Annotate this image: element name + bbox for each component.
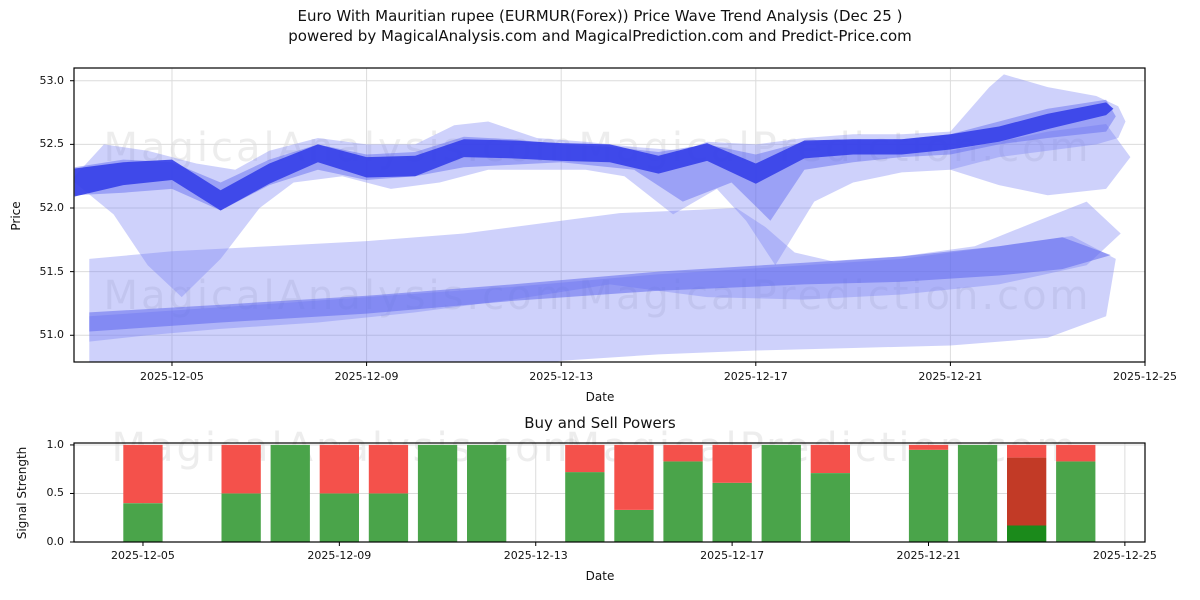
signal-bar-segment-2025-12-05-red [123,444,163,504]
signal-bar-segment-2025-12-16-green [663,461,703,542]
x-tick-label: 2025-12-25 [1113,370,1177,383]
y-tick-label: 0.5 [46,486,65,500]
figure-title: Euro With Mauritian rupee (EURMUR(Forex)… [0,6,1200,46]
x-tick-label: 2025-12-13 [503,549,568,562]
x-tick-label: 2025-12-25 [1092,549,1157,562]
signal-bar-segment-2025-12-17-green [712,482,752,542]
signal-bar-segment-2025-12-14-red [565,444,605,473]
price-band-lower-dark-strip [89,237,1111,332]
figure-title-line2: powered by MagicalAnalysis.com and Magic… [288,27,912,45]
signal-bar-segment-2025-12-07-green [221,493,261,542]
y-tick-label: 0.0 [46,535,65,548]
signal-bar-segment-2025-12-15-green [614,510,654,542]
y-tick-label: 52.0 [39,201,65,214]
signal-bar-segment-2025-12-08-green [270,444,310,542]
signal-bar-segment-2025-12-10-red [368,444,409,494]
x-tick-label: 2025-12-05 [111,549,175,562]
y-tick-label: 51.0 [39,328,65,342]
signal-axis-label: Signal Strength [15,446,29,540]
price-band-upper-envelope-light [74,74,1126,298]
signal-bar-segment-2025-12-17-red [712,444,752,483]
signal-bar-segment-2025-12-10-green [368,493,409,542]
signal-bar-segment-2025-12-23-red [1007,444,1047,458]
signal-bar-segment-2025-12-24-red [1056,444,1096,462]
x-tick-label: 2025-12-05 [140,370,204,383]
x-tick-label: 2025-12-13 [529,370,594,383]
x-tick-label: 2025-12-17 [723,370,788,383]
signal-bar-segment-2025-12-12-green [467,444,507,542]
signal-bar-segment-2025-12-22-green [957,444,998,542]
price-band-group [74,74,1131,362]
signal-bar-segment-2025-12-23-dark_red [1007,457,1047,526]
signal-bar-segment-2025-12-24-green [1056,461,1096,542]
signal-bar-segment-2025-12-18-green [761,444,801,542]
signal-bar-segment-2025-12-23-dark_green [1007,525,1047,542]
signal-bar-segment-2025-12-15-red [614,444,654,510]
signal-bar-segment-2025-12-16-red [663,444,703,462]
signal-bar-segment-2025-12-05-green [123,503,163,542]
price-band-price-core-band [74,102,1114,211]
signal-bar-segment-2025-12-19-red [810,444,850,473]
signal-xaxis-label: Date [585,569,615,583]
signal-bar-segment-2025-12-07-red [221,444,261,494]
signal-bar-segment-2025-12-11-green [417,444,458,542]
x-tick-label: 2025-12-21 [896,549,961,562]
price-band-upper-right-tongue [950,124,1131,196]
price-axis-label: Price [9,201,23,231]
price-xaxis-label: Date [585,390,615,404]
y-tick-label: 1.0 [46,437,65,451]
signal-bar-segment-2025-12-09-green [319,493,359,542]
y-tick-label: 51.5 [39,264,65,278]
axes-frame [73,442,1146,543]
signal-bar-segment-2025-12-21-red [908,444,949,450]
signal-bar-group [123,444,1096,542]
y-tick-label: 53.0 [39,73,65,87]
x-tick-label: 2025-12-09 [307,549,372,562]
signal-bar-segment-2025-12-21-green [908,449,949,542]
axes-frame [73,67,1146,363]
signal-bar-segment-2025-12-09-red [319,444,359,494]
signal-bar-segment-2025-12-14-green [565,472,605,542]
y-tick-label: 52.5 [39,137,65,151]
x-tick-label: 2025-12-17 [700,549,765,562]
figure-title-line1: Euro With Mauritian rupee (EURMUR(Forex)… [297,7,903,25]
x-tick-label: 2025-12-21 [918,370,983,383]
signal-chart-title: Buy and Sell Powers [524,414,676,432]
signal-bar-segment-2025-12-19-green [810,473,850,542]
x-tick-label: 2025-12-09 [334,370,399,383]
